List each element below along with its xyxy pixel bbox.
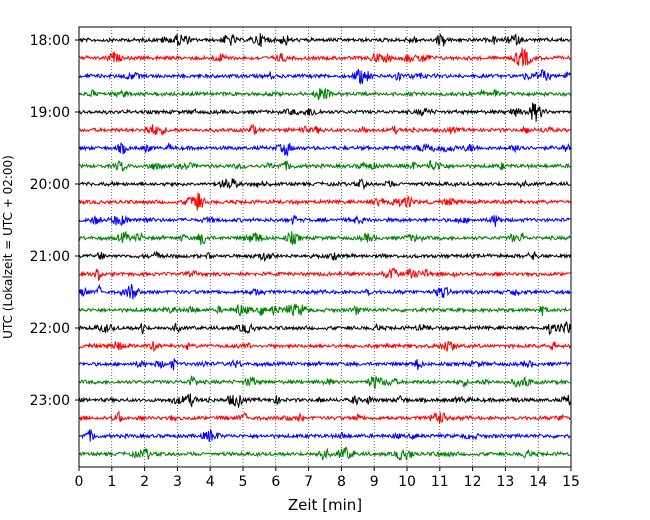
- trace-2115: [78, 267, 571, 281]
- trace-1800: [78, 33, 571, 48]
- grid-lines: [111, 27, 539, 467]
- trace-1900: [78, 102, 571, 122]
- x-tick-label: 5: [239, 474, 248, 490]
- x-tick-label: 7: [304, 474, 313, 490]
- y-axis: 18:00 19:00 20:00 21:00 22:00 23:00: [30, 33, 79, 409]
- trace-2000: [78, 177, 571, 191]
- x-tick-label: 11: [431, 474, 449, 490]
- trace-2345: [78, 446, 571, 462]
- x-tick-label: 12: [464, 474, 482, 490]
- plot-background: [79, 27, 571, 467]
- x-tick-label: 8: [337, 474, 346, 490]
- trace-2015: [78, 192, 571, 211]
- trace-1830: [78, 68, 571, 85]
- y-tick-label: 20:00: [30, 177, 70, 193]
- trace-2245: [78, 375, 571, 390]
- trace-2145: [78, 303, 571, 317]
- trace-2200: [78, 320, 571, 336]
- x-axis: 0 1 2 3 4 5 6 7 8 9 10 11 12 13 14 15: [75, 467, 580, 490]
- trace-1945: [78, 160, 571, 172]
- y-tick-label: 23:00: [30, 393, 70, 409]
- x-tick-label: 0: [75, 474, 84, 490]
- x-tick-label: 9: [370, 474, 379, 490]
- y-tick-label: 22:00: [30, 321, 70, 337]
- trace-2130: [78, 283, 571, 300]
- x-axis-label: Zeit [min]: [288, 496, 362, 514]
- x-tick-label: 2: [140, 474, 149, 490]
- trace-1815: [78, 47, 571, 68]
- trace-2330: [78, 428, 571, 442]
- trace-1915: [78, 123, 571, 136]
- x-tick-label: 10: [398, 474, 416, 490]
- trace-group: [78, 33, 571, 462]
- y-axis-label: UTC (Lokalzeit = UTC + 02:00): [1, 155, 15, 339]
- x-tick-label: 15: [562, 474, 580, 490]
- plot-frame: [78, 26, 572, 468]
- trace-2100: [78, 250, 571, 262]
- trace-2230: [78, 358, 571, 371]
- trace-2215: [78, 340, 571, 353]
- trace-1930: [78, 142, 571, 157]
- trace-2045: [78, 230, 571, 246]
- x-tick-label: 13: [496, 474, 514, 490]
- x-tick-label: 14: [529, 474, 547, 490]
- y-tick-label: 18:00: [30, 33, 70, 49]
- y-tick-label: 21:00: [30, 249, 70, 265]
- trace-2300: [78, 393, 571, 408]
- x-tick-label: 4: [206, 474, 215, 490]
- trace-2030: [78, 214, 571, 227]
- trace-2315: [78, 410, 571, 424]
- x-tick-label: 6: [271, 474, 280, 490]
- y-tick-label: 19:00: [30, 105, 70, 121]
- x-tick-label: 1: [107, 474, 116, 490]
- x-tick-label: 3: [173, 474, 182, 490]
- trace-1845: [78, 87, 571, 101]
